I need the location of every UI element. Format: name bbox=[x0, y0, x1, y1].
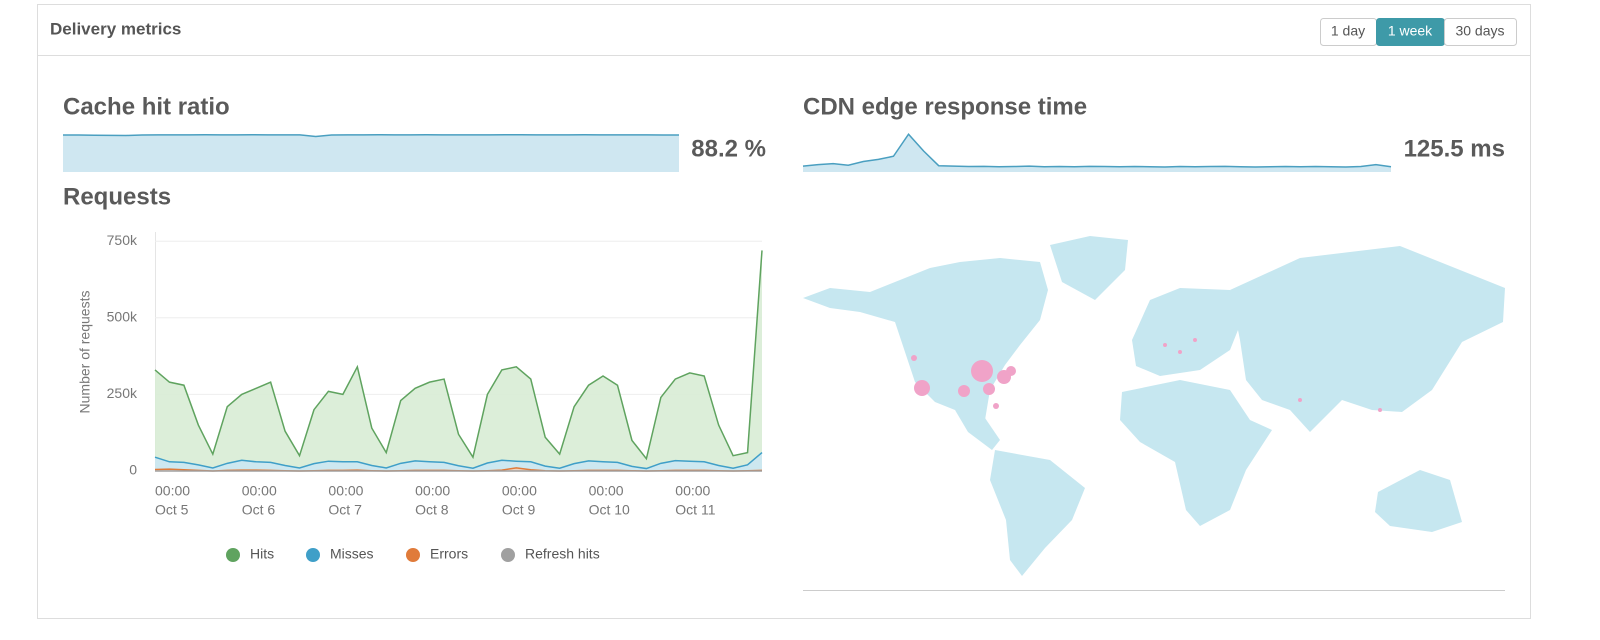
asia bbox=[1230, 246, 1505, 432]
x-tick-label: 00:00 bbox=[589, 483, 624, 499]
legend-label: Hits bbox=[250, 546, 274, 562]
south-america bbox=[990, 450, 1085, 576]
panel-title: Delivery metrics bbox=[50, 19, 181, 38]
series-area bbox=[155, 250, 762, 471]
bubble bbox=[911, 355, 917, 361]
bubble bbox=[993, 403, 999, 409]
europe bbox=[1132, 288, 1242, 376]
series-line bbox=[154, 452, 763, 470]
greenland bbox=[1050, 236, 1128, 300]
x-tick-label: 00:00 bbox=[155, 483, 190, 499]
range-button-label[interactable]: 30 days bbox=[1455, 23, 1504, 39]
range-button[interactable] bbox=[1444, 18, 1517, 46]
bubble bbox=[1178, 350, 1182, 354]
world-map bbox=[803, 236, 1505, 576]
legend-swatch bbox=[406, 548, 420, 562]
australia bbox=[1375, 470, 1462, 532]
sparkline-area bbox=[63, 134, 679, 172]
x-tick-label: Oct 7 bbox=[328, 502, 362, 518]
africa bbox=[1120, 380, 1272, 526]
sparkline-title: CDN edge response time bbox=[803, 93, 1087, 120]
central-america bbox=[955, 410, 1000, 450]
bubble bbox=[1163, 343, 1167, 347]
y-axis-label: Number of requests bbox=[77, 291, 93, 414]
x-tick-label: Oct 8 bbox=[415, 502, 449, 518]
sparkline-title: Cache hit ratio bbox=[63, 93, 230, 120]
x-tick-label: Oct 11 bbox=[675, 502, 715, 518]
x-tick-label: 00:00 bbox=[328, 483, 363, 499]
bubble bbox=[1006, 366, 1016, 376]
sparkline-value: 125.5 ms bbox=[1404, 135, 1505, 162]
chart-title: Requests bbox=[63, 183, 171, 210]
sparkline-line bbox=[63, 134, 679, 138]
y-tick-label: 250k bbox=[107, 385, 138, 401]
legend-label: Misses bbox=[330, 546, 374, 562]
y-tick-label: 500k bbox=[107, 308, 138, 324]
bubble bbox=[983, 383, 995, 395]
legend-label: Refresh hits bbox=[525, 546, 600, 562]
sparkline-value: 88.2 % bbox=[691, 135, 766, 162]
bubble bbox=[1378, 408, 1382, 412]
legend-swatch bbox=[501, 548, 515, 562]
series-line bbox=[154, 250, 763, 461]
sparkline-line bbox=[802, 132, 1392, 168]
bubbles bbox=[911, 338, 1382, 412]
x-tick-label: Oct 5 bbox=[155, 502, 189, 518]
bubble bbox=[958, 385, 970, 397]
range-button-label[interactable]: 1 week bbox=[1388, 23, 1433, 39]
x-tick-label: 00:00 bbox=[675, 483, 710, 499]
range-button-label[interactable]: 1 day bbox=[1331, 23, 1365, 39]
bubble bbox=[914, 380, 930, 396]
legend-swatch bbox=[306, 548, 320, 562]
bubble bbox=[971, 360, 993, 382]
x-tick-label: Oct 10 bbox=[589, 502, 630, 518]
x-tick-label: 00:00 bbox=[415, 483, 450, 499]
y-tick-label: 750k bbox=[107, 232, 138, 248]
bubble bbox=[1298, 398, 1302, 402]
y-tick-label: 0 bbox=[129, 462, 137, 478]
legend-label: Errors bbox=[430, 546, 468, 562]
sparkline-area bbox=[803, 134, 1391, 172]
bubble bbox=[1193, 338, 1197, 342]
legend-swatch bbox=[226, 548, 240, 562]
x-tick-label: Oct 6 bbox=[242, 502, 276, 518]
x-tick-label: Oct 9 bbox=[502, 502, 536, 518]
x-tick-label: 00:00 bbox=[502, 483, 537, 499]
x-tick-label: 00:00 bbox=[242, 483, 277, 499]
